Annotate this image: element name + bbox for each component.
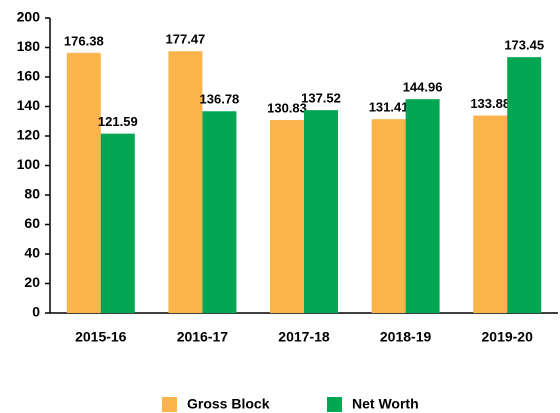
bar <box>507 57 542 313</box>
x-tick-label: 2017-18 <box>278 329 330 345</box>
data-label: 177.47 <box>166 32 206 47</box>
bar <box>473 115 508 313</box>
x-tick-label: 2019-20 <box>482 329 534 345</box>
y-tick-label: 120 <box>17 127 41 143</box>
y-tick-label: 100 <box>17 156 41 172</box>
bar <box>371 119 406 313</box>
legend-swatch <box>162 397 177 412</box>
y-tick-label: 20 <box>24 274 40 290</box>
data-label: 133.88 <box>470 96 510 111</box>
y-tick-label: 0 <box>32 304 40 320</box>
x-tick-label: 2018-19 <box>380 329 432 345</box>
legend-label: Gross Block <box>187 396 270 412</box>
data-label: 176.38 <box>64 33 104 48</box>
data-label: 173.45 <box>504 38 544 53</box>
x-tick-label: 2016-17 <box>177 329 229 345</box>
bar <box>100 133 135 313</box>
y-tick-label: 200 <box>17 9 41 25</box>
y-tick-label: 40 <box>24 245 40 261</box>
y-tick-label: 60 <box>24 215 40 231</box>
data-label: 144.96 <box>403 80 443 95</box>
data-label: 136.78 <box>200 92 240 107</box>
data-label: 121.59 <box>98 114 138 129</box>
bar <box>66 52 101 313</box>
y-tick-label: 80 <box>24 186 40 202</box>
legend-swatch <box>327 397 342 412</box>
bar <box>405 99 440 314</box>
bar <box>202 111 237 313</box>
data-label: 130.83 <box>267 100 307 115</box>
y-tick-label: 160 <box>17 68 41 84</box>
data-label: 137.52 <box>301 91 341 106</box>
x-tick-label: 2015-16 <box>75 329 127 345</box>
bar <box>168 51 203 313</box>
y-tick-label: 180 <box>17 38 41 54</box>
data-label: 131.41 <box>369 100 409 115</box>
bar <box>270 120 304 313</box>
bar <box>304 110 338 314</box>
y-tick-label: 140 <box>17 97 41 113</box>
legend-label: Net Worth <box>352 396 419 412</box>
